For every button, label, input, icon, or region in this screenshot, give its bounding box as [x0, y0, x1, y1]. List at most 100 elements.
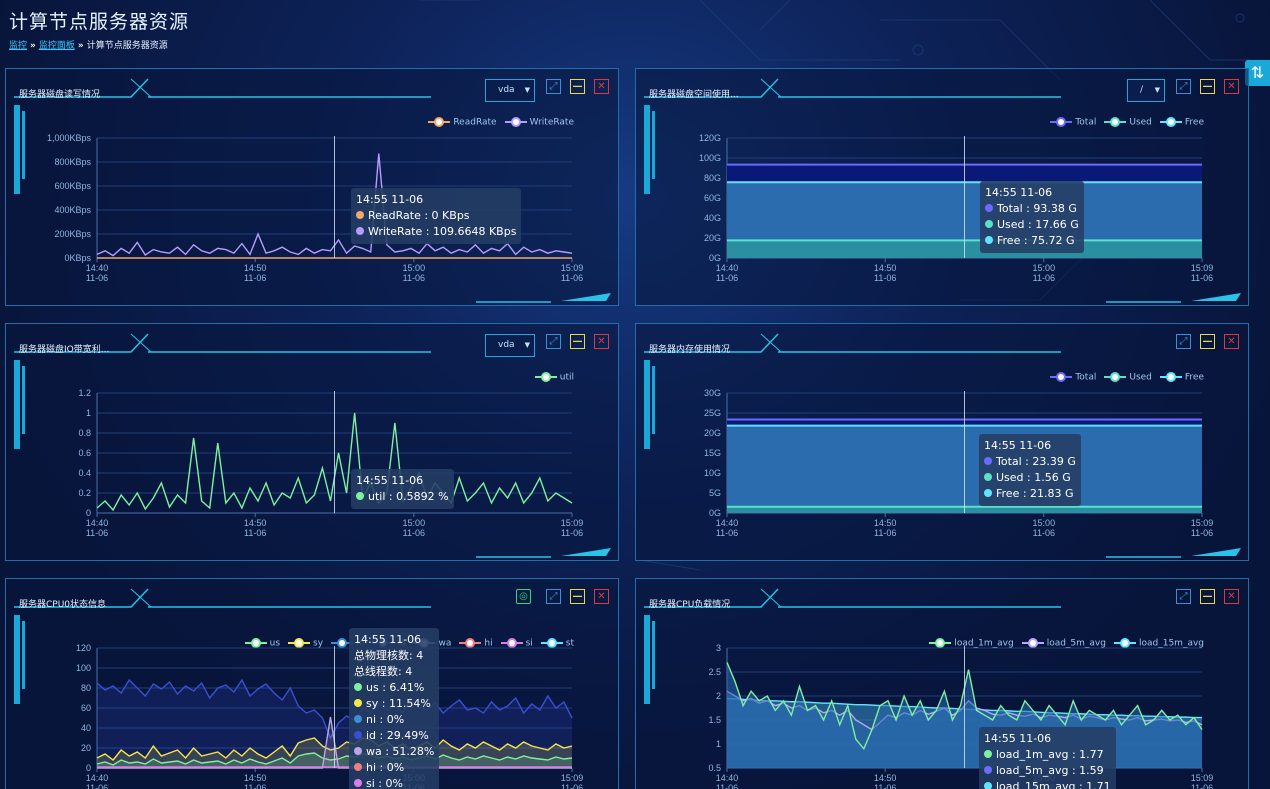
- x-tick-date: 11-06: [716, 273, 738, 283]
- legend-item-Free[interactable]: Free: [1159, 372, 1204, 383]
- page-title: 计算节点服务器资源: [9, 11, 190, 33]
- x-tick-label: 14:40: [716, 518, 739, 528]
- legend-item-WriteRate[interactable]: WriteRate: [504, 117, 574, 128]
- x-tick-label: 14:40: [716, 263, 739, 273]
- y-tick-label: 600KBps: [54, 181, 91, 191]
- chart-tooltip: 14:55 11-06 ReadRate : 0 KBps WriteRate : …: [351, 188, 522, 244]
- settings-target-icon[interactable]: ◎: [516, 589, 531, 604]
- x-tick-date: 11-06: [86, 273, 108, 283]
- y-tick-label: 3: [716, 643, 721, 653]
- tooltip-row: util : 0.5892 %: [356, 489, 449, 505]
- y-tick-label: 0G: [709, 508, 721, 518]
- legend-marker-icon: [428, 117, 451, 127]
- legend-item-load_5m_avg[interactable]: load_5m_avg: [1021, 638, 1106, 649]
- x-tick-date: 11-06: [403, 273, 425, 283]
- legend-item-hi[interactable]: hi: [459, 638, 493, 649]
- legend-item-us[interactable]: us: [244, 638, 280, 649]
- close-icon[interactable]: ✕: [1224, 79, 1239, 94]
- legend-marker-icon: [540, 638, 563, 648]
- x-tick-label: 14:50: [244, 263, 267, 273]
- series-dot-icon: [354, 747, 362, 755]
- chart-plot: 0G5G10G15G20G25G30G14:4011-0614:5011-061…: [704, 388, 1213, 538]
- x-tick-date: 11-06: [561, 783, 583, 789]
- minimize-icon[interactable]: —: [570, 334, 585, 349]
- legend-marker-icon: [1050, 372, 1073, 382]
- legend-item-ReadRate[interactable]: ReadRate: [428, 117, 497, 128]
- close-icon[interactable]: ✕: [1224, 334, 1239, 349]
- device-select[interactable]: / ▼: [1127, 79, 1165, 102]
- x-tick-date: 11-06: [561, 528, 583, 538]
- y-tick-label: 0.6: [78, 448, 91, 458]
- series-dot-icon: [984, 782, 992, 789]
- legend-item-Total[interactable]: Total: [1050, 117, 1096, 128]
- legend-item-load_1m_avg[interactable]: load_1m_avg: [929, 638, 1014, 649]
- chevron-down-icon: ▼: [524, 341, 530, 349]
- panel-disk-rw: 服务器磁盘读写情况 vda ▼ ⤢ — ✕ ReadRate WriteRate 0KBps 20…: [5, 68, 619, 306]
- legend-marker-icon: [534, 372, 557, 382]
- tooltip-row: 总物理核数: 4: [354, 649, 424, 662]
- minimize-icon[interactable]: —: [1200, 79, 1215, 94]
- legend-item-Total[interactable]: Total: [1050, 372, 1096, 383]
- legend-marker-icon: [1050, 117, 1073, 127]
- y-tick-label: 20G: [704, 233, 721, 243]
- legend-item-load_15m_avg[interactable]: load_15m_avg: [1113, 638, 1204, 649]
- breadcrumb-link-monitor-panel[interactable]: 监控面板: [38, 41, 75, 51]
- legend-item-st[interactable]: st: [540, 638, 574, 649]
- expand-icon[interactable]: ⤢: [1176, 79, 1191, 94]
- device-select[interactable]: vda ▼: [485, 79, 535, 102]
- expand-icon[interactable]: ⤢: [546, 334, 561, 349]
- legend-marker-icon: [244, 638, 267, 648]
- minimize-icon[interactable]: —: [1200, 589, 1215, 604]
- x-tick-date: 11-06: [1033, 273, 1055, 283]
- y-tick-label: 0G: [709, 253, 721, 263]
- chart-plot: 02040608010012014:4011-0614:5011-0615:00…: [76, 643, 583, 789]
- legend-item-Used[interactable]: Used: [1104, 117, 1152, 128]
- x-tick-date: 11-06: [86, 528, 108, 538]
- tooltip-row: Used : 17.66 G: [985, 217, 1079, 233]
- chart-tooltip: 14:55 11-06 util : 0.5892 %: [351, 469, 454, 509]
- minimize-icon[interactable]: —: [1200, 334, 1215, 349]
- y-tick-label: 60: [81, 703, 91, 713]
- close-icon[interactable]: ✕: [594, 334, 609, 349]
- x-tick-date: 11-06: [244, 273, 266, 283]
- chart-tooltip: 14:55 11-06 总物理核数: 4 总线程数: 4 us : 6.41% sy :…: [349, 628, 440, 789]
- x-tick-date: 11-06: [716, 528, 738, 538]
- y-tick-label: 1.5: [708, 715, 721, 725]
- expand-icon[interactable]: ⤢: [1176, 589, 1191, 604]
- legend-item-sy[interactable]: sy: [288, 638, 323, 649]
- chart-legend: Total Used Free: [1042, 117, 1204, 128]
- legend-marker-icon: [1159, 117, 1182, 127]
- panel-frame-decoration: [14, 78, 611, 303]
- legend-item-util[interactable]: util: [534, 372, 574, 383]
- legend-item-Used[interactable]: Used: [1104, 372, 1152, 383]
- legend-item-Free[interactable]: Free: [1159, 117, 1204, 128]
- x-tick-label: 15:00: [403, 263, 426, 273]
- y-tick-label: 1: [716, 739, 721, 749]
- tooltip-time: 14:55 11-06: [984, 732, 1052, 745]
- close-icon[interactable]: ✕: [594, 79, 609, 94]
- legend-marker-icon: [929, 638, 952, 648]
- x-tick-label: 14:40: [86, 263, 109, 273]
- expand-icon[interactable]: ⤢: [1176, 334, 1191, 349]
- close-icon[interactable]: ✕: [594, 589, 609, 604]
- y-tick-label: 400KBps: [54, 205, 91, 215]
- x-tick-label: 14:50: [244, 518, 267, 528]
- legend-item-si[interactable]: si: [500, 638, 533, 649]
- swap-arrows-icon[interactable]: ⇅: [1245, 60, 1270, 86]
- y-tick-label: 120G: [699, 133, 721, 143]
- device-select[interactable]: vda ▼: [485, 334, 535, 357]
- chart-plot: 0.511.522.5314:4011-0614:5011-0615:0011-…: [708, 643, 1213, 789]
- close-icon[interactable]: ✕: [1224, 589, 1239, 604]
- tooltip-row: 总线程数: 4: [354, 665, 413, 678]
- y-tick-label: 1: [86, 408, 91, 418]
- expand-icon[interactable]: ⤢: [546, 589, 561, 604]
- tooltip-row: id : 29.49%: [354, 728, 434, 744]
- x-tick-label: 14:50: [244, 773, 267, 783]
- expand-icon[interactable]: ⤢: [546, 79, 561, 94]
- device-select-value: /: [1140, 85, 1144, 95]
- minimize-icon[interactable]: —: [570, 589, 585, 604]
- breadcrumb-link-monitor[interactable]: 监控: [9, 41, 28, 51]
- y-tick-label: 0KBps: [64, 253, 91, 263]
- series-dot-icon: [985, 236, 993, 244]
- minimize-icon[interactable]: —: [570, 79, 585, 94]
